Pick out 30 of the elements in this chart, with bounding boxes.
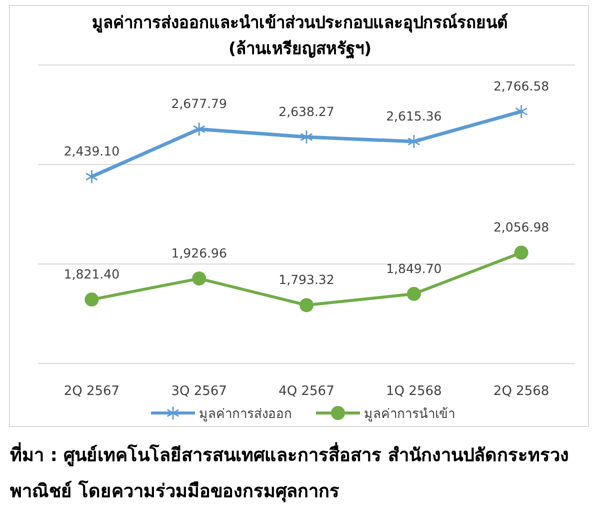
point: [192, 272, 206, 286]
point: [85, 169, 98, 184]
x-tick-label: 3Q 2567: [171, 384, 227, 399]
x-tick-label: 4Q 2567: [278, 384, 334, 399]
data-label: 1,926.96: [171, 246, 227, 261]
data-label: 1,793.32: [278, 272, 334, 288]
text: ที่มา : ศูนย์เทคโนโลยีสารสนเทศและการสื่อสาร สำนักงานปลัดกระทรวงพาณิชย์ โดยความร่วมมือของกรมศุลกากร: [10, 441, 570, 504]
data-label: 2,056.98: [493, 220, 550, 235]
x-tick-label: 2Q 2567: [64, 384, 120, 399]
point: [192, 122, 206, 136]
legend-label: มูลค่าการนำเข้า: [364, 407, 455, 422]
point: [408, 134, 420, 149]
point: [300, 298, 314, 312]
data-label: 1,849.70: [386, 260, 442, 276]
chart-title: มูลค่าการส่งออกและนำเข้าส่วนประกอบและอุปกรณ์รถยนต์: [92, 13, 508, 34]
x-tick-label: 1Q 2568: [386, 384, 442, 399]
point: [84, 292, 99, 307]
legend-label: มูลค่าการส่งออก: [199, 407, 292, 422]
point: [300, 130, 313, 144]
point: [514, 104, 528, 119]
point: [514, 246, 528, 260]
data-label: 2,677.79: [171, 96, 227, 112]
data-label: 1,821.40: [64, 266, 120, 282]
data-label: 2,615.36: [386, 108, 442, 124]
point: [406, 286, 421, 301]
data-label: 2,439.10: [64, 144, 120, 159]
data-label: 2,766.58: [493, 78, 550, 94]
chart-subtitle: (ล้านเหรียญสหรัฐฯ): [228, 39, 372, 59]
x-tick-label: 2Q 2568: [493, 384, 550, 399]
data-label: 2,638.27: [278, 104, 334, 119]
